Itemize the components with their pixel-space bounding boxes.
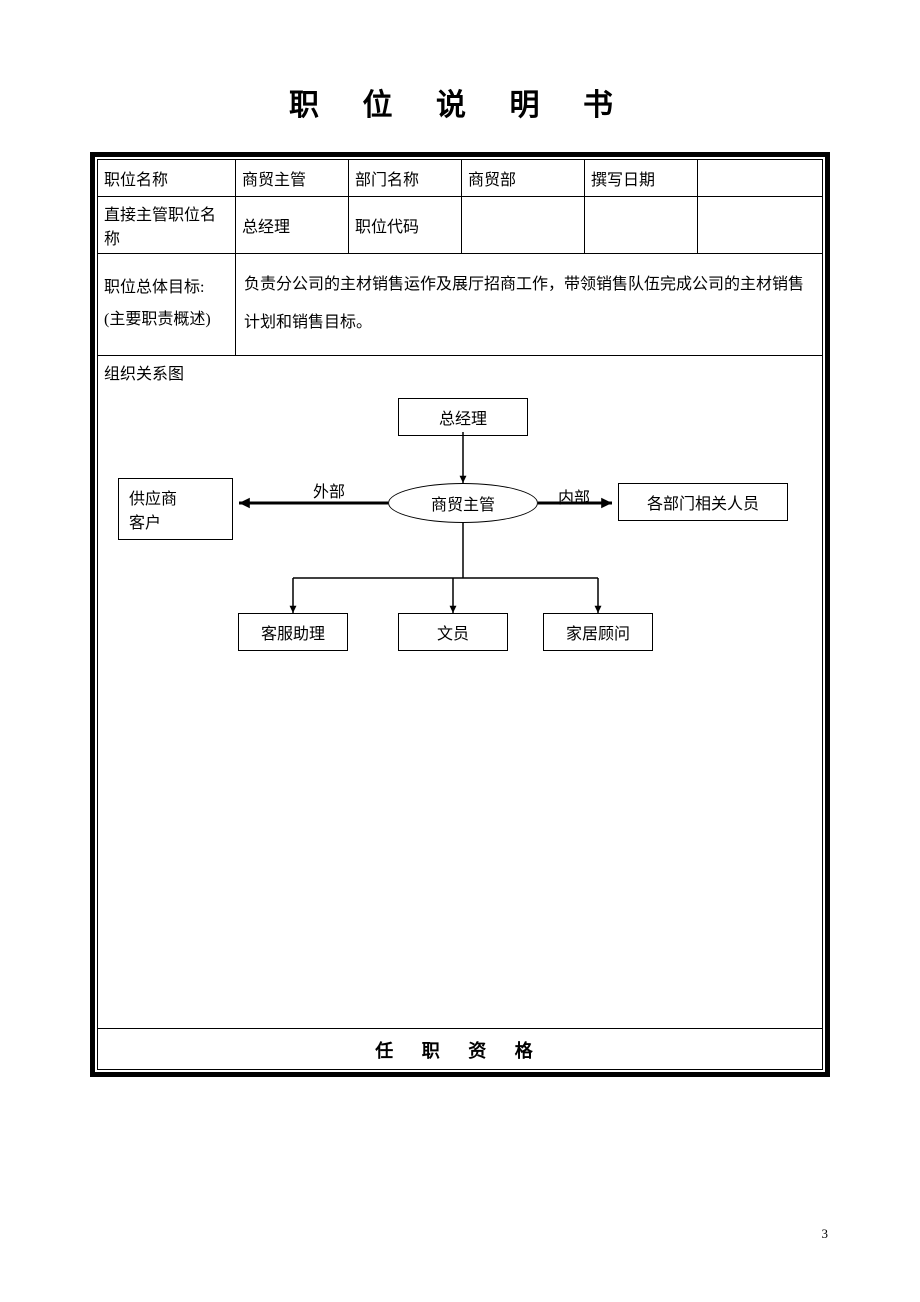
- arrow-icon: [98, 388, 828, 708]
- table-row: 直接主管职位名称 总经理 职位代码: [98, 197, 822, 254]
- org-chart: 总经理商贸主管供应商客户各部门相关人员外部内部客服助理文员家居顾问: [98, 388, 822, 708]
- cell-supervisor-value: 总经理: [236, 197, 349, 254]
- document-page: 职 位 说 明 书 职位名称 商贸主管 部门名称 商贸部 撰写日期 直接主管职位…: [0, 0, 920, 1302]
- cell-pos-name-value: 商贸主管: [236, 160, 349, 197]
- cell-code-value: [462, 197, 585, 254]
- cell-pos-name-label: 职位名称: [98, 160, 236, 197]
- inner-frame: 职位名称 商贸主管 部门名称 商贸部 撰写日期 直接主管职位名称 总经理 职位代…: [97, 159, 823, 1070]
- table-row: 职位总体目标: (主要职责概述) 负责分公司的主材销售运作及展厅招商工作，带领销…: [98, 254, 822, 356]
- outer-frame: 职位名称 商贸主管 部门名称 商贸部 撰写日期 直接主管职位名称 总经理 职位代…: [90, 152, 830, 1077]
- table-row: 职位名称 商贸主管 部门名称 商贸部 撰写日期: [98, 160, 822, 197]
- page-number: 3: [822, 1226, 829, 1242]
- cell-supervisor-label: 直接主管职位名称: [98, 197, 236, 254]
- cell-dept-label: 部门名称: [349, 160, 462, 197]
- qualification-header: 任 职 资 格: [98, 1029, 822, 1069]
- page-title: 职 位 说 明 书: [90, 80, 830, 124]
- info-table: 职位名称 商贸主管 部门名称 商贸部 撰写日期 直接主管职位名称 总经理 职位代…: [98, 160, 822, 356]
- cell-date-label: 撰写日期: [585, 160, 698, 197]
- org-section-label: 组织关系图: [98, 356, 822, 388]
- cell-date-value: [698, 160, 823, 197]
- cell-code-label: 职位代码: [349, 197, 462, 254]
- objective-label-1: 职位总体目标:: [104, 272, 229, 304]
- blank-area: [98, 708, 822, 1029]
- objective-label-2: (主要职责概述): [104, 304, 229, 336]
- cell-empty: [585, 197, 698, 254]
- cell-objective-text: 负责分公司的主材销售运作及展厅招商工作，带领销售队伍完成公司的主材销售计划和销售…: [236, 254, 823, 356]
- cell-objective-label: 职位总体目标: (主要职责概述): [98, 254, 236, 356]
- cell-empty: [698, 197, 823, 254]
- cell-dept-value: 商贸部: [462, 160, 585, 197]
